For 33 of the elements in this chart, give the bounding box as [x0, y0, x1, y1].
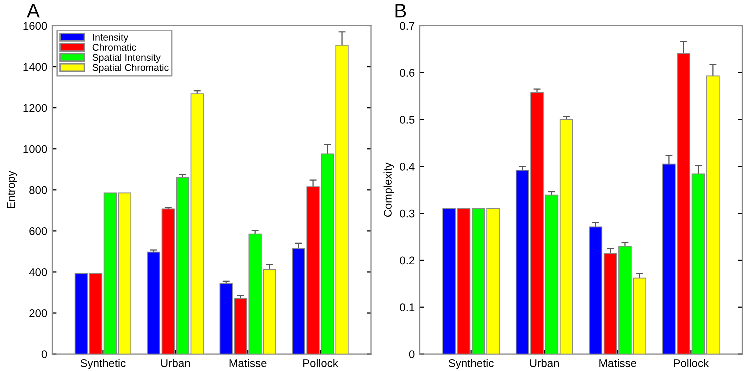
y-axis-title: Complexity	[384, 162, 394, 218]
y-tick-label: 1400	[24, 63, 48, 72]
x-tick-label: Matisse	[230, 359, 267, 368]
x-tick-label: Synthetic	[80, 359, 126, 370]
y-tick-label: 600	[30, 227, 48, 236]
legend-label: Chromatic	[92, 44, 136, 52]
y-tick-label: 1200	[24, 104, 48, 112]
y-tick-label: 0.4	[400, 162, 415, 171]
x-tick-label: Synthetic	[448, 359, 494, 370]
y-tick-label: 0	[409, 350, 415, 358]
y-tick-label: 0.2	[400, 256, 415, 265]
y-tick-label: 1000	[24, 145, 48, 154]
y-tick-label: 400	[29, 268, 48, 276]
x-tick-label: Pollock	[304, 359, 338, 368]
legend-label: Spatial Chromatic	[92, 64, 169, 74]
x-tick-label: Urban	[530, 359, 560, 368]
chart-title: B	[396, 4, 406, 18]
y-tick-label: 0.1	[400, 304, 415, 312]
y-tick-label: 800	[30, 186, 48, 194]
x-tick-label: Matisse	[600, 359, 637, 368]
x-tick-label: Pollock	[674, 359, 710, 368]
y-tick-label: 0.5	[400, 116, 415, 124]
chart-title: A	[27, 4, 40, 18]
y-tick-label: 0.3	[400, 210, 415, 218]
legend-label: Intensity	[93, 34, 129, 43]
y-tick-label: 200	[30, 310, 48, 318]
y-tick-label: 1600	[24, 22, 48, 30]
y-tick-label: 0.6	[400, 69, 415, 78]
x-tick-label: Urban	[161, 359, 190, 368]
legend-label: Spatial Intensity	[92, 54, 161, 64]
y-tick-label: 0.7	[400, 22, 415, 30]
y-tick-label: 0	[42, 350, 48, 358]
y-axis-title: Entropy	[7, 171, 18, 208]
